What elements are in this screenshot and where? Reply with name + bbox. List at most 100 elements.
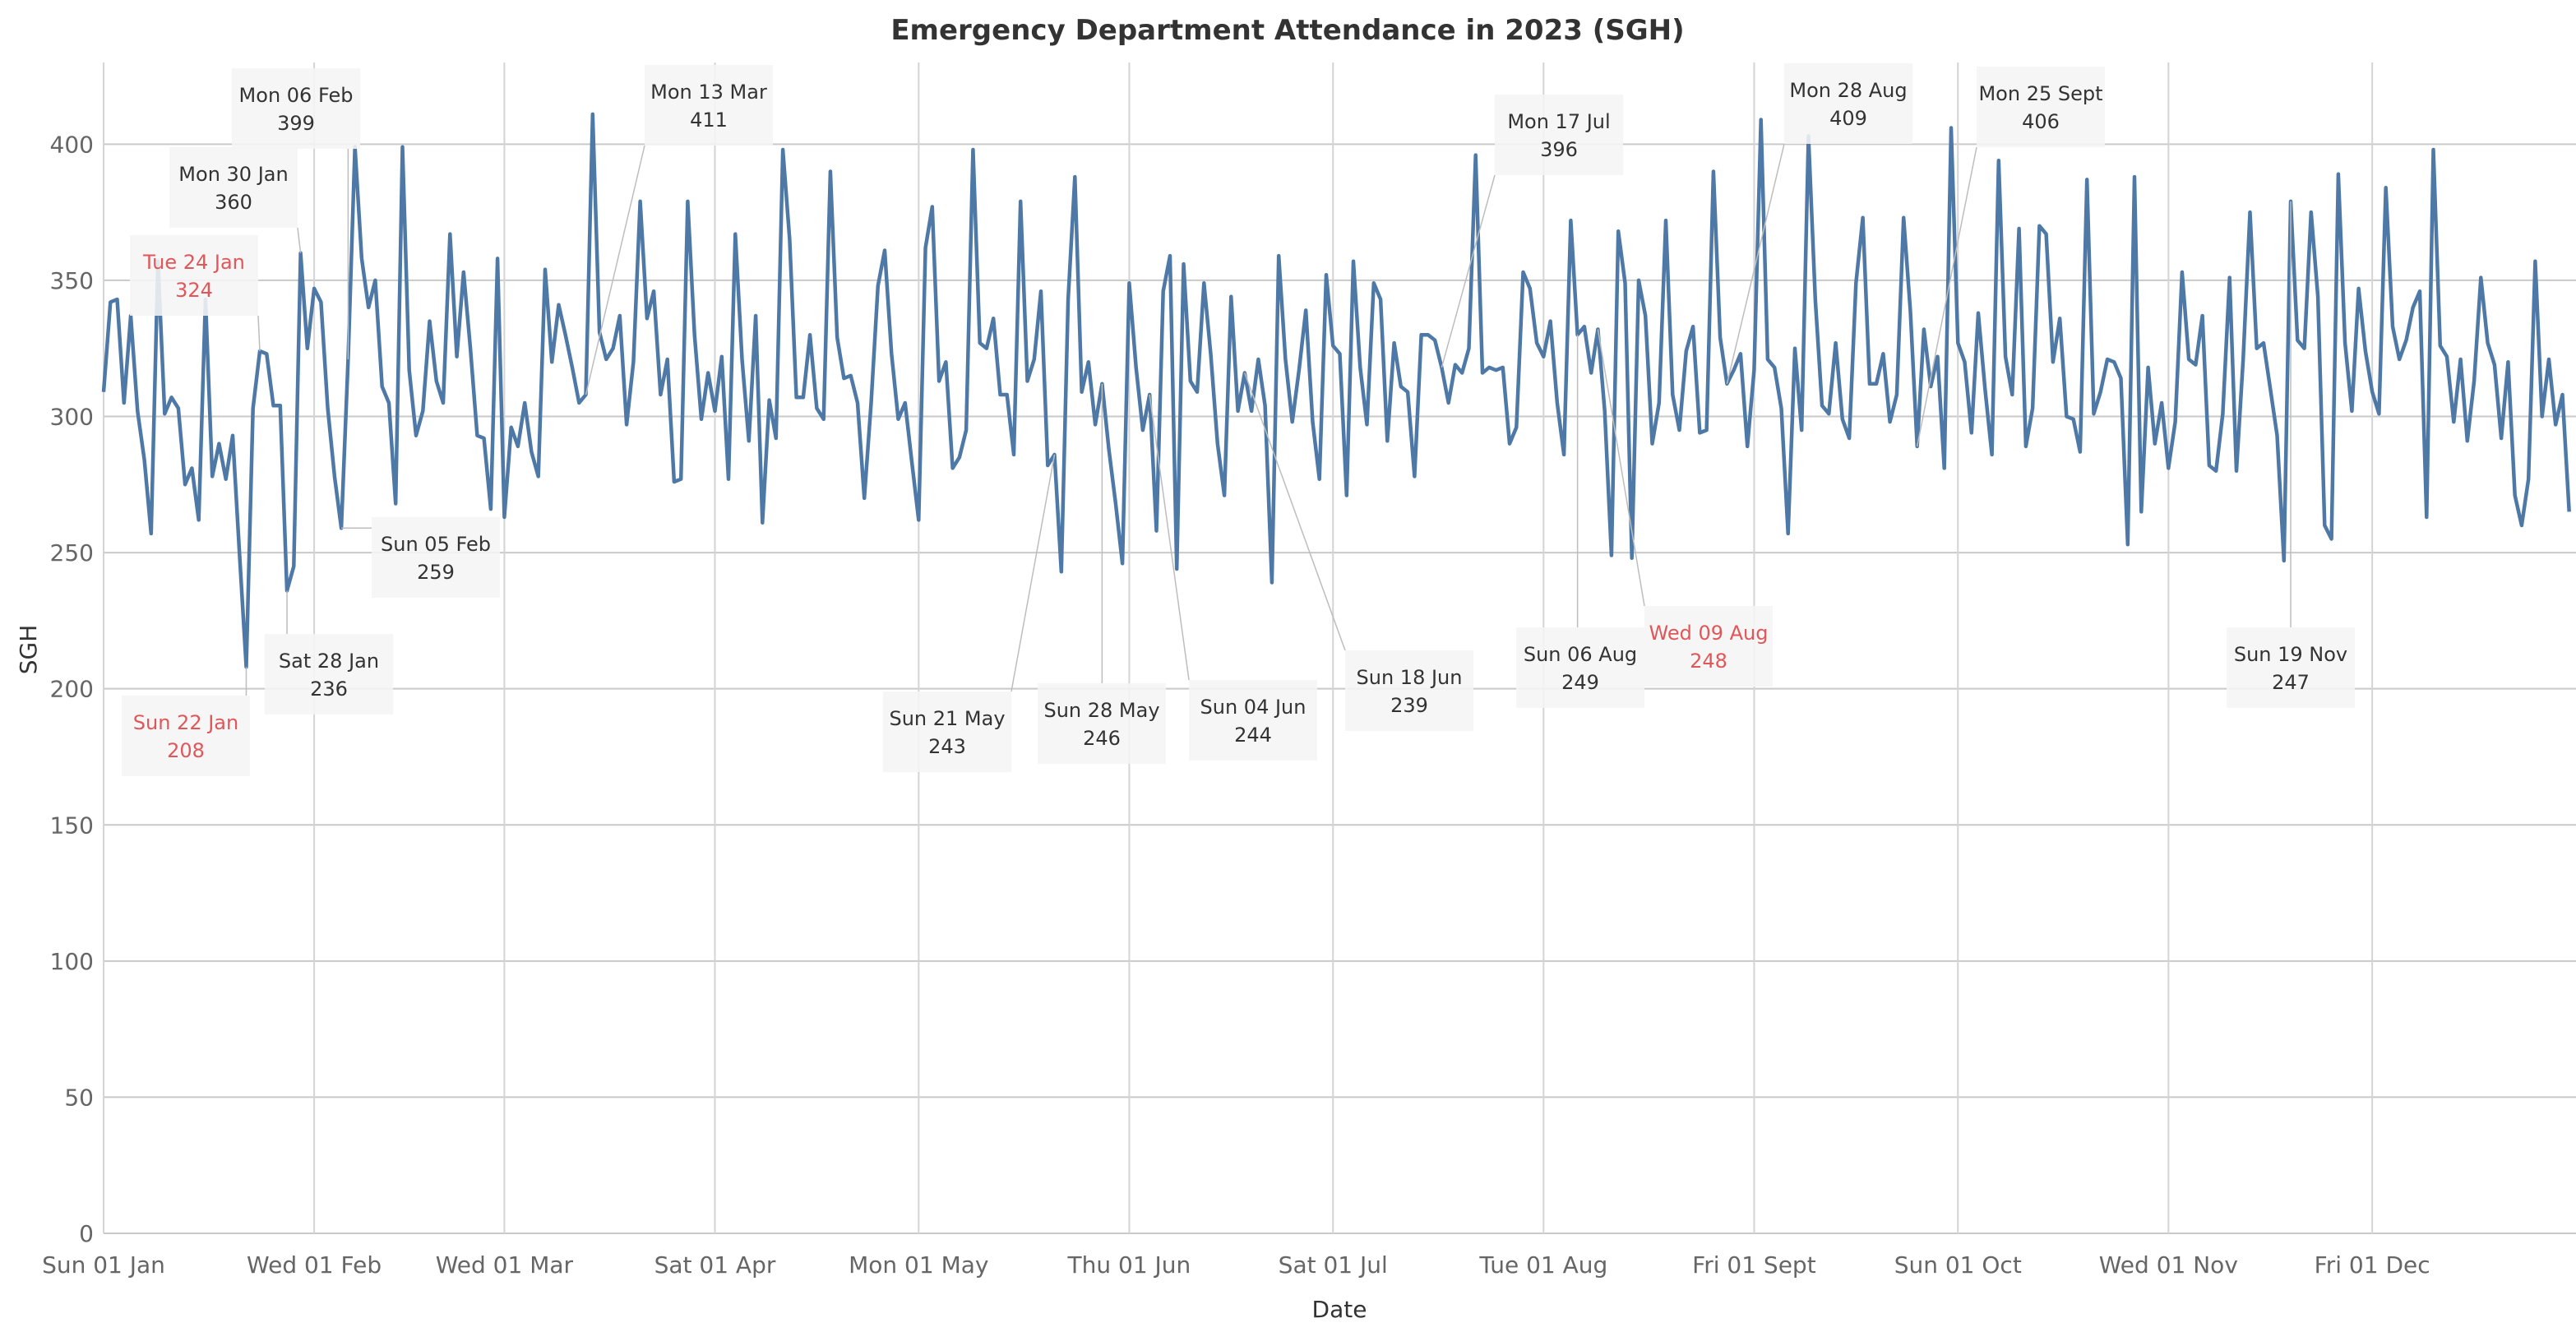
annotation-callout: Mon 25 Sept 406	[1916, 67, 2105, 447]
y-tick-label: 350	[50, 267, 94, 294]
annotation-box	[169, 147, 298, 228]
annotation-leader-line	[297, 227, 302, 253]
annotation-date: Sun 19 Nov	[2234, 643, 2347, 666]
annotation-value: 396	[1540, 138, 1578, 161]
annotation-callout: Sun 04 Jun 244	[1149, 394, 1317, 761]
annotation-date: Sun 21 May	[889, 707, 1005, 730]
x-tick-label: Sat 01 Apr	[654, 1251, 776, 1279]
annotation-leader-line	[257, 315, 261, 352]
x-tick-label: Wed 01 Nov	[2099, 1251, 2238, 1279]
annotation-leader-line	[1726, 143, 1785, 384]
annotation-box	[1516, 627, 1644, 708]
y-tick-label: 250	[50, 539, 94, 567]
annotation-leader-line	[1441, 174, 1496, 368]
annotation-date: Sun 22 Jan	[133, 711, 238, 734]
annotation-value: 324	[175, 279, 213, 302]
annotation-callout: Mon 30 Jan 360	[169, 147, 302, 253]
annotation-box	[883, 691, 1011, 772]
annotation-value: 239	[1390, 694, 1428, 717]
annotation-date: Mon 30 Jan	[178, 163, 288, 186]
annotation-date: Sun 28 May	[1043, 699, 1159, 722]
annotation-callout: Mon 06 Feb 399	[232, 68, 360, 359]
annotation-box	[122, 696, 250, 776]
series-line	[101, 112, 2571, 669]
annotation-value: 243	[928, 735, 966, 758]
annotation-callout: Sun 06 Aug 249	[1516, 335, 1644, 708]
annotation-value: 406	[2022, 110, 2060, 133]
annotation-date: Mon 25 Sept	[1978, 82, 2102, 105]
annotation-box	[1189, 680, 1317, 761]
annotation-callout: Sat 28 Jan 236	[265, 590, 393, 715]
annotation-box	[1644, 606, 1773, 687]
annotation-date: Wed 09 Aug	[1649, 622, 1769, 645]
annotation-callout: Sun 18 Jun 239	[1244, 372, 1473, 731]
annotation-leader-line	[585, 145, 645, 395]
annotation-date: Mon 17 Jul	[1507, 110, 1610, 133]
y-tick-label: 300	[50, 404, 94, 431]
annotation-callout: Tue 24 Jan 324	[130, 235, 261, 352]
annotation-box	[1495, 95, 1623, 175]
annotation-date: Tue 24 Jan	[142, 251, 245, 274]
annotations: Sun 22 Jan 208 Tue 24 Jan 324 Sat 28 Jan 236 M…	[122, 63, 2355, 776]
annotation-value: 360	[215, 191, 252, 214]
annotation-date: Mon 28 Aug	[1789, 79, 1907, 102]
x-tick-label: Sun 01 Jan	[42, 1251, 165, 1279]
annotation-value: 411	[690, 109, 728, 132]
x-tick-label: Thu 01 Jun	[1067, 1251, 1191, 1279]
annotation-value: 259	[417, 561, 455, 584]
y-tick-label: 150	[50, 812, 94, 839]
annotation-leader-line	[1244, 372, 1346, 651]
annotation-callout: Sun 05 Feb 259	[341, 517, 500, 598]
annotation-date: Sun 06 Aug	[1524, 643, 1637, 666]
annotation-date: Mon 06 Feb	[239, 84, 354, 107]
annotation-callout: Sun 19 Nov 247	[2227, 201, 2355, 708]
annotation-box	[130, 235, 258, 316]
x-tick-label: Fri 01 Dec	[2315, 1251, 2430, 1279]
x-tick-label: Sat 01 Jul	[1279, 1251, 1388, 1279]
annotation-value: 248	[1690, 650, 1727, 673]
y-tick-label: 200	[50, 676, 94, 703]
x-tick-label: Wed 01 Feb	[247, 1251, 382, 1279]
annotation-value: 246	[1083, 727, 1121, 750]
annotation-callout: Mon 17 Jul 396	[1441, 95, 1623, 368]
annotation-callout: Sun 21 May 243	[883, 454, 1056, 772]
annotation-leader-line	[1149, 394, 1190, 681]
annotation-date: Mon 13 Mar	[650, 81, 767, 104]
annotation-box	[232, 68, 360, 149]
annotation-value: 247	[2272, 671, 2310, 694]
series-line-layer	[101, 112, 2571, 669]
x-tick-label: Tue 01 Aug	[1478, 1251, 1607, 1279]
annotation-box	[1977, 67, 2105, 147]
annotation-box	[372, 517, 500, 598]
y-tick-label: 400	[50, 131, 94, 158]
annotation-value: 244	[1234, 724, 1272, 747]
annotation-callout: Mon 13 Mar 411	[585, 65, 773, 395]
annotation-value: 236	[310, 678, 348, 701]
annotation-callout: Sun 28 May 246	[1038, 383, 1166, 764]
annotation-value: 409	[1829, 107, 1867, 130]
chart-title: Emergency Department Attendance in 2023 …	[890, 14, 1684, 47]
annotation-box	[265, 634, 393, 715]
x-tick-label: Fri 01 Sept	[1692, 1251, 1816, 1279]
x-axis-title: Date	[1312, 1296, 1367, 1323]
annotation-value: 249	[1561, 671, 1599, 694]
annotation-leader-line	[1011, 454, 1056, 692]
annotation-box	[1784, 63, 1912, 144]
x-tick-label: Sun 01 Oct	[1894, 1251, 2022, 1279]
y-tick-label: 100	[50, 948, 94, 975]
annotation-leader-line	[1916, 146, 1977, 447]
annotation-value: 399	[277, 112, 315, 135]
annotation-callout: Sun 22 Jan 208	[122, 667, 250, 776]
x-axis: Sun 01 Jan Wed 01 Feb Wed 01 Mar Sat 01 Apr…	[42, 1251, 2430, 1279]
y-axis: 0 50 100 150 200 250 300 350 400	[50, 131, 94, 1247]
annotation-box	[2227, 627, 2355, 708]
y-tick-label: 50	[64, 1084, 94, 1111]
y-tick-label: 0	[79, 1220, 94, 1247]
annotation-callout: Wed 09 Aug 248	[1597, 329, 1773, 687]
x-tick-label: Wed 01 Mar	[436, 1251, 574, 1279]
annotation-box	[1038, 683, 1166, 764]
annotation-box	[645, 65, 773, 146]
y-axis-title: SGH	[15, 625, 42, 675]
annotation-date: Sat 28 Jan	[279, 650, 379, 673]
